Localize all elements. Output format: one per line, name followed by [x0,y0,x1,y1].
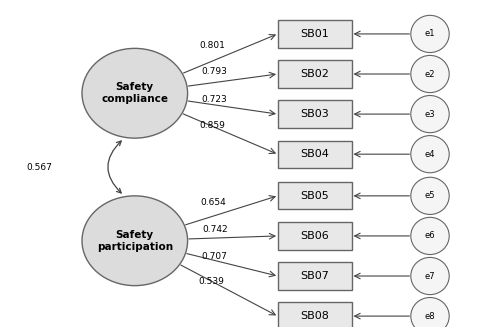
Text: 0.539: 0.539 [198,278,224,287]
Text: 0.707: 0.707 [201,252,227,261]
Text: SB04: SB04 [300,149,329,159]
Text: SB03: SB03 [300,109,329,119]
Ellipse shape [411,258,449,295]
Text: 0.723: 0.723 [202,95,228,104]
Ellipse shape [411,136,449,173]
Ellipse shape [411,217,449,255]
Text: e1: e1 [425,29,435,38]
Ellipse shape [82,48,188,138]
FancyBboxPatch shape [278,141,352,168]
Text: 0.801: 0.801 [199,41,225,50]
FancyBboxPatch shape [278,101,352,128]
Ellipse shape [82,196,188,286]
Text: e8: e8 [424,312,436,321]
Text: SB07: SB07 [300,271,329,281]
Ellipse shape [411,55,449,93]
FancyBboxPatch shape [278,222,352,249]
FancyBboxPatch shape [278,263,352,290]
FancyBboxPatch shape [278,182,352,209]
Text: 0.742: 0.742 [202,224,228,233]
Text: e3: e3 [424,110,436,119]
Text: SB01: SB01 [300,29,329,39]
Text: SB05: SB05 [300,191,329,201]
Text: e4: e4 [425,150,435,159]
Ellipse shape [411,96,449,133]
Text: 0.793: 0.793 [202,67,228,76]
Text: e7: e7 [424,272,436,281]
FancyBboxPatch shape [278,20,352,47]
Text: 0.859: 0.859 [199,121,225,130]
Text: e2: e2 [425,69,435,78]
Text: Safety
participation: Safety participation [96,230,173,252]
Ellipse shape [411,15,449,52]
Text: 0.567: 0.567 [27,163,52,171]
FancyBboxPatch shape [278,60,352,88]
Text: Safety
compliance: Safety compliance [102,82,168,104]
Text: 0.654: 0.654 [200,198,226,207]
FancyArrowPatch shape [108,141,121,193]
FancyBboxPatch shape [278,303,352,330]
Text: SB06: SB06 [300,231,329,241]
Text: SB02: SB02 [300,69,329,79]
Text: e5: e5 [425,191,435,200]
Text: e6: e6 [424,231,436,240]
Text: SB08: SB08 [300,311,329,321]
Ellipse shape [411,298,449,334]
Ellipse shape [411,177,449,214]
